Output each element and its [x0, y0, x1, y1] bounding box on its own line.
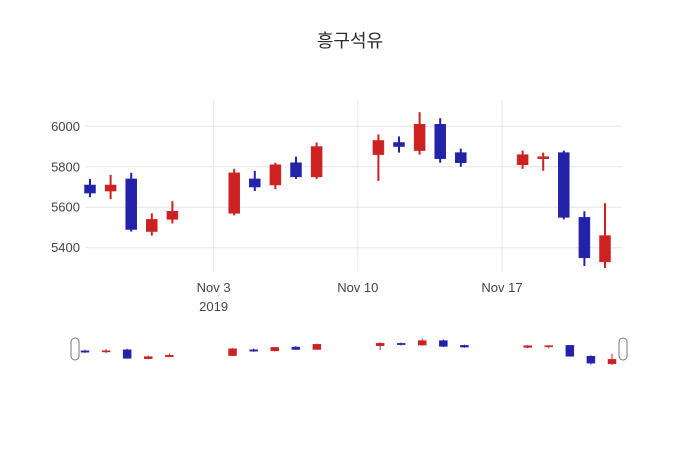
candle-body [455, 152, 467, 163]
candle[interactable] [84, 178, 96, 198]
candle [291, 346, 301, 350]
y-axis-tick-label: 5400 [51, 240, 80, 255]
candle[interactable] [269, 162, 282, 190]
candle[interactable] [166, 201, 179, 224]
candle-body [599, 235, 611, 263]
candle-body [84, 184, 96, 194]
candle-body [434, 124, 446, 159]
candle-body [249, 178, 261, 188]
candle[interactable] [516, 150, 529, 169]
candle[interactable] [393, 136, 405, 153]
chart-title: 흥구석유 [317, 31, 383, 51]
candle [312, 343, 322, 350]
candle-body [101, 350, 111, 353]
candle-body [544, 345, 554, 348]
candle-body [291, 346, 301, 350]
candle-body [290, 162, 302, 178]
candle [143, 355, 153, 360]
x-axis-tick-label: Nov 17 [481, 280, 522, 295]
candle-body [413, 124, 426, 151]
candle-body [166, 211, 179, 220]
candle [228, 348, 237, 356]
candle[interactable] [455, 148, 467, 167]
candle-body [143, 356, 153, 359]
candle[interactable] [558, 150, 570, 220]
rangeslider-left-handle[interactable] [70, 337, 80, 361]
candle-body [104, 184, 117, 192]
candle-body [516, 154, 529, 166]
y-axis-tick-label: 5800 [51, 159, 80, 174]
y-axis-tick-label: 5600 [51, 200, 80, 215]
candle [523, 345, 532, 349]
x-axis-tick-sublabel: 2019 [199, 299, 228, 314]
candle [80, 349, 90, 353]
candle [586, 355, 596, 365]
candle [460, 344, 469, 348]
candle[interactable] [146, 213, 158, 236]
candle [565, 345, 575, 357]
candle-body [558, 152, 570, 218]
candle [249, 348, 258, 352]
candle [375, 342, 385, 351]
candle[interactable] [290, 156, 302, 179]
candle-body [228, 348, 237, 356]
candle-body [586, 356, 596, 364]
candle-body [537, 156, 549, 159]
candle-body [310, 146, 323, 178]
candle [439, 339, 448, 348]
candle[interactable] [578, 211, 591, 266]
candle-body [122, 349, 132, 359]
candle[interactable] [599, 203, 611, 268]
candle [396, 342, 406, 346]
candle-body [372, 140, 385, 155]
candle [544, 345, 554, 349]
rangeslider-right-handle[interactable] [618, 337, 628, 361]
candle-body [607, 359, 617, 365]
candle-body [460, 345, 469, 348]
candle-body [312, 344, 322, 350]
candle-body [80, 350, 90, 353]
candle-body [228, 172, 240, 214]
candle[interactable] [537, 152, 549, 171]
candle-body [165, 355, 174, 357]
candle-body [578, 217, 591, 259]
candle[interactable] [310, 142, 323, 179]
candle-body [393, 142, 405, 147]
candle-body [523, 345, 532, 348]
candle[interactable] [413, 112, 426, 155]
candle-body [439, 340, 448, 347]
plot-area[interactable] [85, 100, 622, 272]
candle-body [565, 345, 575, 357]
candle-body [418, 340, 427, 346]
candle[interactable] [249, 170, 261, 192]
candle-body [269, 164, 282, 186]
candles-series[interactable] [84, 112, 611, 268]
candle [122, 348, 132, 359]
candle [270, 347, 279, 352]
rangeslider-mini-chart [80, 338, 617, 365]
y-axis-tick-label: 6000 [51, 119, 80, 134]
candle [418, 338, 427, 346]
candle[interactable] [125, 172, 137, 232]
candle-body [249, 349, 258, 352]
candle-body [146, 219, 158, 232]
candle[interactable] [372, 134, 385, 181]
candle[interactable] [104, 174, 117, 200]
candle[interactable] [434, 118, 446, 163]
candle [165, 353, 174, 358]
candle[interactable] [228, 168, 240, 216]
candle-body [375, 343, 385, 346]
candle-body [125, 178, 137, 230]
candle [607, 353, 617, 365]
axis-tick-labels: 5400 5600 5800 6000 Nov 3 2019 Nov 10 Nov 17 [51, 119, 523, 314]
gridlines [85, 100, 622, 272]
x-axis-tick-label: Nov 10 [337, 280, 378, 295]
candle-body [270, 347, 279, 352]
x-axis-tick-label: Nov 3 [197, 280, 231, 295]
rangeslider-track[interactable] [73, 334, 626, 366]
candle [101, 349, 111, 354]
candle-body [396, 343, 406, 345]
